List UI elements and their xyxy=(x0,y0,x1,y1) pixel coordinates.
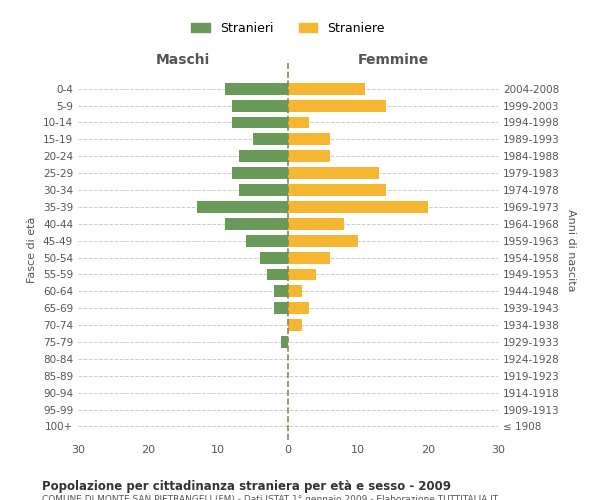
Text: Popolazione per cittadinanza straniera per età e sesso - 2009: Popolazione per cittadinanza straniera p… xyxy=(42,480,451,493)
Legend: Stranieri, Straniere: Stranieri, Straniere xyxy=(186,17,390,40)
Bar xyxy=(288,286,302,298)
Bar xyxy=(232,100,288,112)
Bar xyxy=(288,268,316,280)
Bar xyxy=(197,201,288,213)
Y-axis label: Anni di nascita: Anni di nascita xyxy=(566,209,576,291)
Bar xyxy=(288,150,330,162)
Bar xyxy=(232,167,288,179)
Text: COMUNE DI MONTE SAN PIETRANGELI (FM) - Dati ISTAT 1° gennaio 2009 - Elaborazione: COMUNE DI MONTE SAN PIETRANGELI (FM) - D… xyxy=(42,495,498,500)
Bar xyxy=(288,302,309,314)
Bar xyxy=(281,336,288,348)
Bar xyxy=(288,218,344,230)
Bar xyxy=(288,235,358,246)
Bar xyxy=(274,286,288,298)
Bar xyxy=(288,252,330,264)
Bar xyxy=(253,134,288,145)
Bar xyxy=(260,252,288,264)
Text: Maschi: Maschi xyxy=(156,53,210,67)
Bar xyxy=(246,235,288,246)
Bar xyxy=(288,201,428,213)
Bar xyxy=(232,116,288,128)
Y-axis label: Fasce di età: Fasce di età xyxy=(28,217,37,283)
Text: Femmine: Femmine xyxy=(358,53,428,67)
Bar xyxy=(225,83,288,94)
Bar xyxy=(274,302,288,314)
Bar xyxy=(288,134,330,145)
Bar xyxy=(288,167,379,179)
Bar xyxy=(288,100,386,112)
Bar xyxy=(288,83,365,94)
Bar xyxy=(239,184,288,196)
Bar xyxy=(288,116,309,128)
Bar xyxy=(288,319,302,331)
Bar xyxy=(239,150,288,162)
Bar xyxy=(225,218,288,230)
Bar xyxy=(267,268,288,280)
Bar xyxy=(288,184,386,196)
